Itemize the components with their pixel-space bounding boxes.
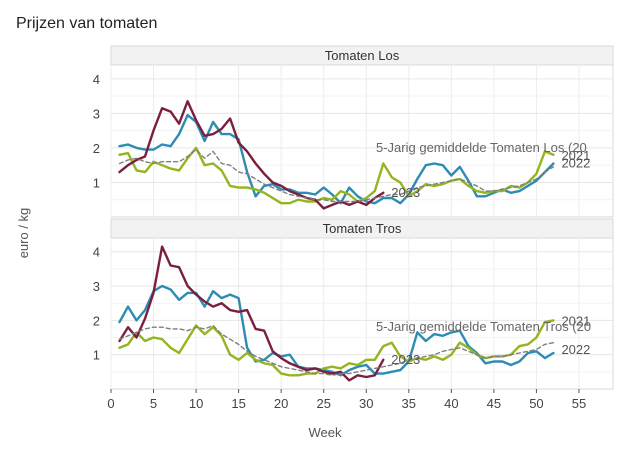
series-label-avg: 5-Jarig gemiddelde Tomaten Tros (20 bbox=[376, 319, 591, 334]
y-tick-label: 1 bbox=[93, 348, 100, 363]
series-label-avg: 5-Jarig gemiddelde Tomaten Los (20 bbox=[376, 140, 587, 155]
y-tick-label: 4 bbox=[93, 72, 100, 87]
chart-title: Prijzen van tomaten bbox=[16, 15, 157, 32]
x-axis-ticks: 0 5 10 15 20 25 30 35 40 45 50 55 bbox=[107, 389, 586, 411]
gridlines bbox=[110, 238, 613, 389]
panel-2: Tomaten Tros 1 2 3 4 2022 2021 2023 5-Jarig gemi… bbox=[93, 218, 614, 390]
series-label-2023: 2023 bbox=[391, 352, 420, 367]
series-label-2021: 2021 bbox=[561, 148, 590, 163]
series-line-2021 bbox=[118, 319, 555, 377]
series-label-2022: 2022 bbox=[561, 155, 590, 170]
x-tick-label: 50 bbox=[529, 396, 543, 411]
facet-strip-label: Tomaten Los bbox=[325, 48, 400, 63]
x-tick-label: 35 bbox=[402, 396, 416, 411]
y-tick-label: 2 bbox=[93, 313, 100, 328]
panel-background bbox=[110, 237, 614, 390]
series-label-2021: 2021 bbox=[561, 313, 590, 328]
series-line-2022 bbox=[118, 113, 555, 205]
y-axis-title: euro / kg bbox=[16, 208, 31, 259]
x-tick-label: 5 bbox=[150, 396, 157, 411]
y-tick-label: 3 bbox=[93, 279, 100, 294]
series-line-2023 bbox=[118, 245, 385, 382]
series-label-2023: 2023 bbox=[391, 185, 420, 200]
series-line-avg bbox=[118, 324, 555, 376]
x-tick-label: 45 bbox=[487, 396, 501, 411]
x-tick-label: 15 bbox=[231, 396, 245, 411]
x-axis-title: Week bbox=[309, 425, 342, 440]
x-tick-label: 30 bbox=[359, 396, 373, 411]
y-tick-label: 3 bbox=[93, 106, 100, 121]
series-label-2022: 2022 bbox=[561, 342, 590, 357]
x-tick-label: 0 bbox=[107, 396, 114, 411]
facet-strip-label: Tomaten Tros bbox=[323, 221, 402, 236]
y-tick-label: 2 bbox=[93, 141, 100, 156]
panel-background bbox=[110, 64, 614, 218]
series-line-avg bbox=[118, 148, 555, 203]
x-tick-label: 40 bbox=[444, 396, 458, 411]
x-tick-label: 55 bbox=[572, 396, 586, 411]
y-tick-label: 4 bbox=[93, 245, 100, 260]
y-tick-label: 1 bbox=[93, 175, 100, 190]
x-tick-label: 20 bbox=[274, 396, 288, 411]
x-tick-label: 10 bbox=[189, 396, 203, 411]
x-tick-label: 25 bbox=[316, 396, 330, 411]
gridlines bbox=[110, 65, 613, 217]
